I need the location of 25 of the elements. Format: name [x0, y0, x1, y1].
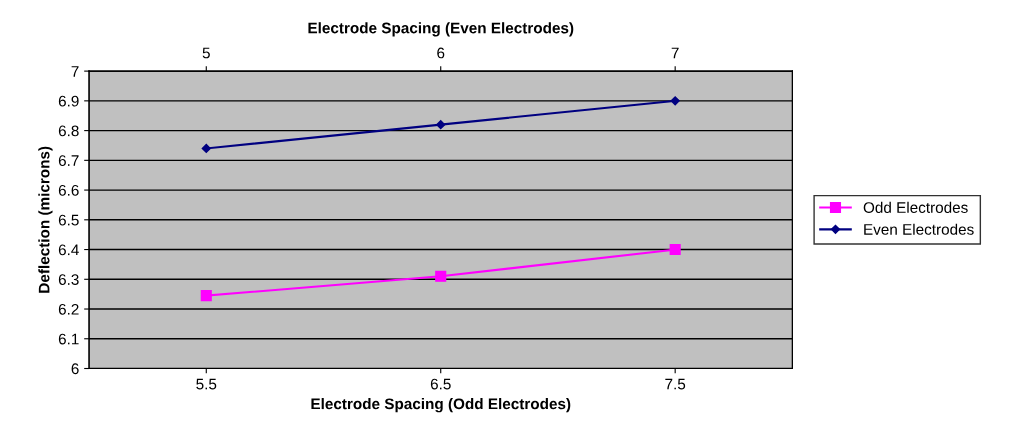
legend-label: Odd Electrodes — [863, 201, 968, 213]
x-tick-label: 6.5 — [430, 378, 451, 390]
y-tick-label: 6.8 — [58, 125, 79, 137]
x2-axis-title: Electrode Spacing (Even Electrodes) — [308, 22, 574, 37]
legend-label: Even Electrodes — [864, 223, 974, 235]
point — [435, 270, 447, 282]
x2-tick-label: 6 — [437, 47, 445, 59]
y-tick-label: 6.4 — [58, 244, 79, 256]
y-tick-label: 6.2 — [58, 303, 79, 315]
y-tick-label: 6.6 — [58, 184, 79, 196]
y-tick-label: 6.7 — [58, 155, 79, 167]
y-tick-label: 6.5 — [58, 214, 79, 226]
point — [669, 243, 681, 256]
x-axis-title: Electrode Spacing (Odd Electrodes) — [311, 398, 571, 413]
y-tick-label: 6 — [71, 363, 79, 375]
x2-tick-label: 7 — [671, 47, 679, 59]
y-tick-label: 6.1 — [58, 333, 79, 345]
y-axis-title: Deflection (microns) — [38, 146, 53, 293]
point — [200, 290, 212, 302]
y-tick-label: 7 — [71, 66, 79, 77]
x-tick-label: 7.5 — [665, 378, 686, 390]
y-tick-label: 6.9 — [58, 95, 79, 107]
x2-tick-label: 5 — [202, 47, 210, 59]
y-tick-label: 6.3 — [58, 274, 79, 285]
x-tick-label: 5.5 — [196, 378, 217, 390]
